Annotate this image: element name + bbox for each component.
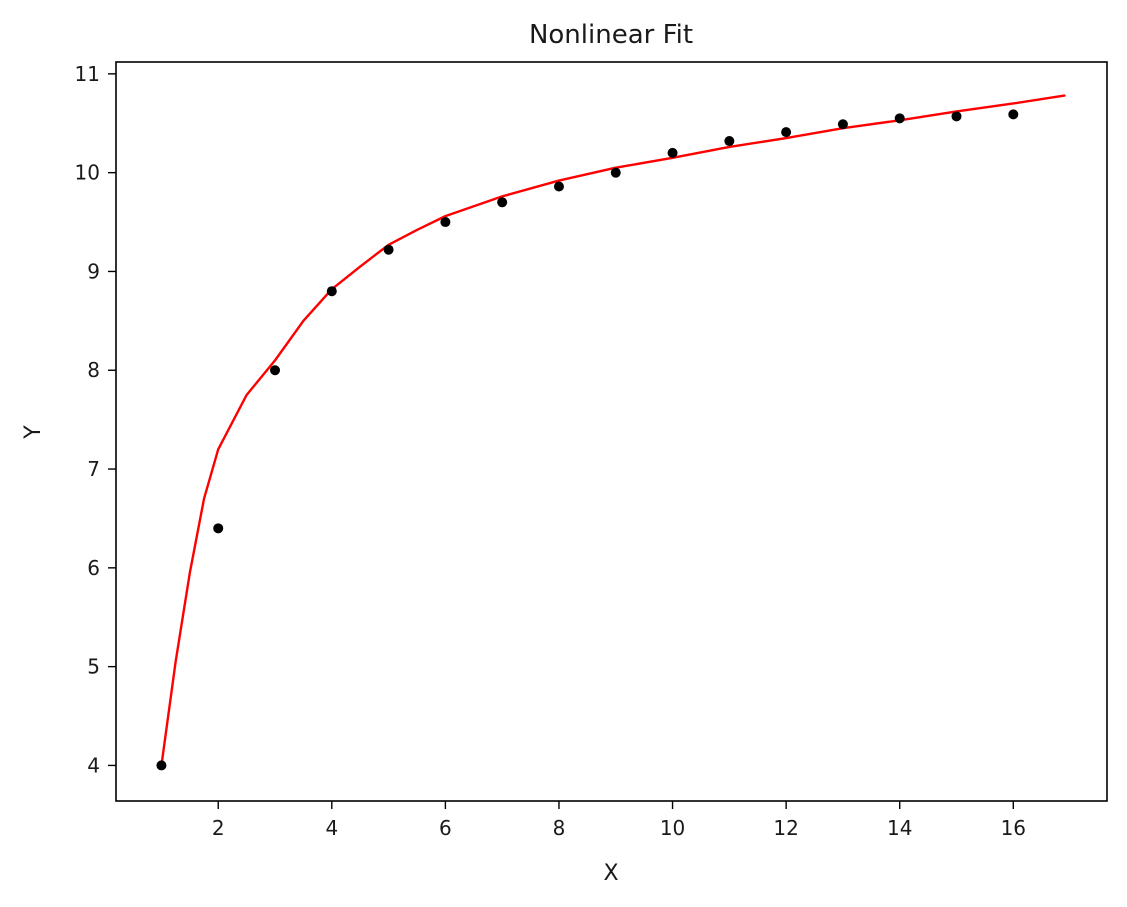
y-tick-label: 4 — [87, 753, 100, 777]
data-point — [894, 113, 905, 124]
fit-curve — [160, 94, 1066, 767]
data-point — [724, 136, 735, 147]
y-tick-label: 10 — [75, 161, 100, 185]
data-point — [951, 111, 962, 122]
data-point — [497, 197, 508, 208]
data-point — [326, 286, 337, 297]
data-point — [1008, 109, 1019, 120]
x-tick-label: 2 — [212, 816, 225, 840]
y-tick-label: 11 — [75, 62, 100, 86]
x-tick-label: 6 — [439, 816, 452, 840]
plot-area: 2 4 6 8 10 12 14 16 4 5 6 7 8 9 10 11 — [75, 61, 1108, 840]
data-point — [553, 181, 564, 192]
x-tick-label: 16 — [1001, 816, 1026, 840]
y-axis-title: Y — [21, 425, 46, 440]
x-tick-label: 4 — [325, 816, 338, 840]
data-point — [440, 217, 451, 228]
y-tick-label: 9 — [87, 259, 100, 283]
y-tick-label: 6 — [87, 556, 100, 580]
y-tick-label: 8 — [87, 358, 100, 382]
data-point — [667, 147, 678, 158]
x-tick-label: 8 — [553, 816, 566, 840]
y-tick-label: 7 — [87, 457, 100, 481]
chart-title: Nonlinear Fit — [529, 20, 693, 50]
data-point — [383, 244, 394, 255]
x-tick-label: 14 — [887, 816, 912, 840]
x-axis-title: X — [603, 861, 618, 886]
data-point — [156, 760, 167, 771]
plot-frame — [115, 61, 1108, 802]
x-tick-label: 10 — [660, 816, 685, 840]
data-point — [213, 523, 224, 534]
data-point — [781, 127, 792, 138]
y-tick-label: 5 — [87, 655, 100, 679]
data-point — [837, 119, 848, 130]
x-tick-label: 12 — [773, 816, 798, 840]
data-point — [610, 167, 621, 178]
data-point — [270, 365, 281, 376]
